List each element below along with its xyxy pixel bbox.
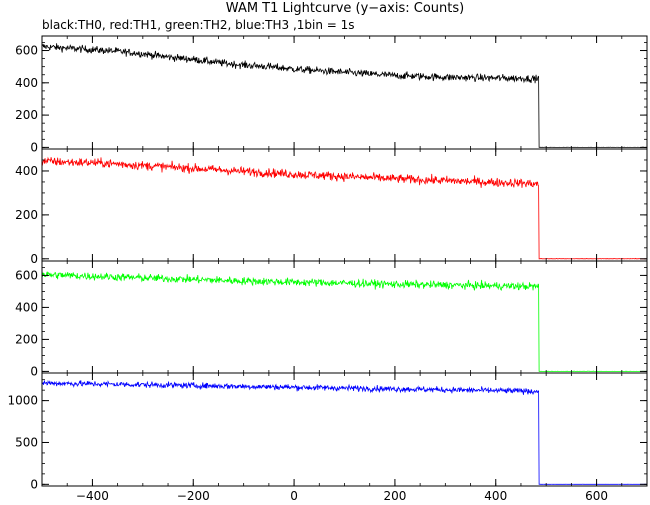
- x-tick-label-1: −200: [177, 489, 210, 503]
- x-axis: −400 −200 0 200 400 600: [76, 489, 608, 503]
- y-tick-label-3-2: 1000: [7, 394, 38, 408]
- x-tick-label-4: 400: [484, 489, 507, 503]
- y-tick-label-1-0: 0: [30, 252, 38, 266]
- y-tick-label-2-3: 600: [15, 268, 38, 282]
- series-line-2: [41, 271, 648, 372]
- panels-group: 0 200 400 600 0 200 400 0 200 400 600 0 500 1000: [7, 35, 648, 491]
- y-tick-label-3-0: 0: [30, 477, 38, 491]
- y-tick-label-0-3: 600: [15, 44, 38, 58]
- panel-frame-3: [41, 372, 648, 487]
- series-line-0: [41, 43, 648, 148]
- y-tick-label-0-2: 400: [15, 76, 38, 90]
- y-tick-label-1-1: 200: [15, 208, 38, 222]
- x-tick-label-2: 0: [290, 489, 298, 503]
- y-tick-label-0-0: 0: [30, 140, 38, 154]
- y-tick-label-2-1: 200: [15, 332, 38, 346]
- chart-title: WAM T1 Lightcurve (y−axis: Counts): [226, 1, 464, 16]
- panel-2: 0 200 400 600: [15, 260, 648, 378]
- panel-0: 0 200 400 600: [15, 35, 648, 154]
- panel-3: 0 500 1000: [7, 372, 648, 491]
- y-tick-label-3-1: 500: [15, 435, 38, 449]
- y-tick-label-0-1: 200: [15, 108, 38, 122]
- x-tick-label-3: 200: [383, 489, 406, 503]
- x-tick-label-0: −400: [76, 489, 109, 503]
- panel-1: 0 200 400: [15, 148, 648, 266]
- series-line-3: [41, 379, 647, 485]
- x-tick-label-5: 600: [585, 489, 608, 503]
- y-tick-label-2-2: 400: [15, 300, 38, 314]
- chart-subtitle: black:TH0, red:TH1, green:TH2, blue:TH3 …: [42, 18, 355, 32]
- series-line-1: [41, 156, 647, 260]
- y-tick-label-2-0: 0: [30, 364, 38, 378]
- y-tick-label-1-2: 400: [15, 164, 38, 178]
